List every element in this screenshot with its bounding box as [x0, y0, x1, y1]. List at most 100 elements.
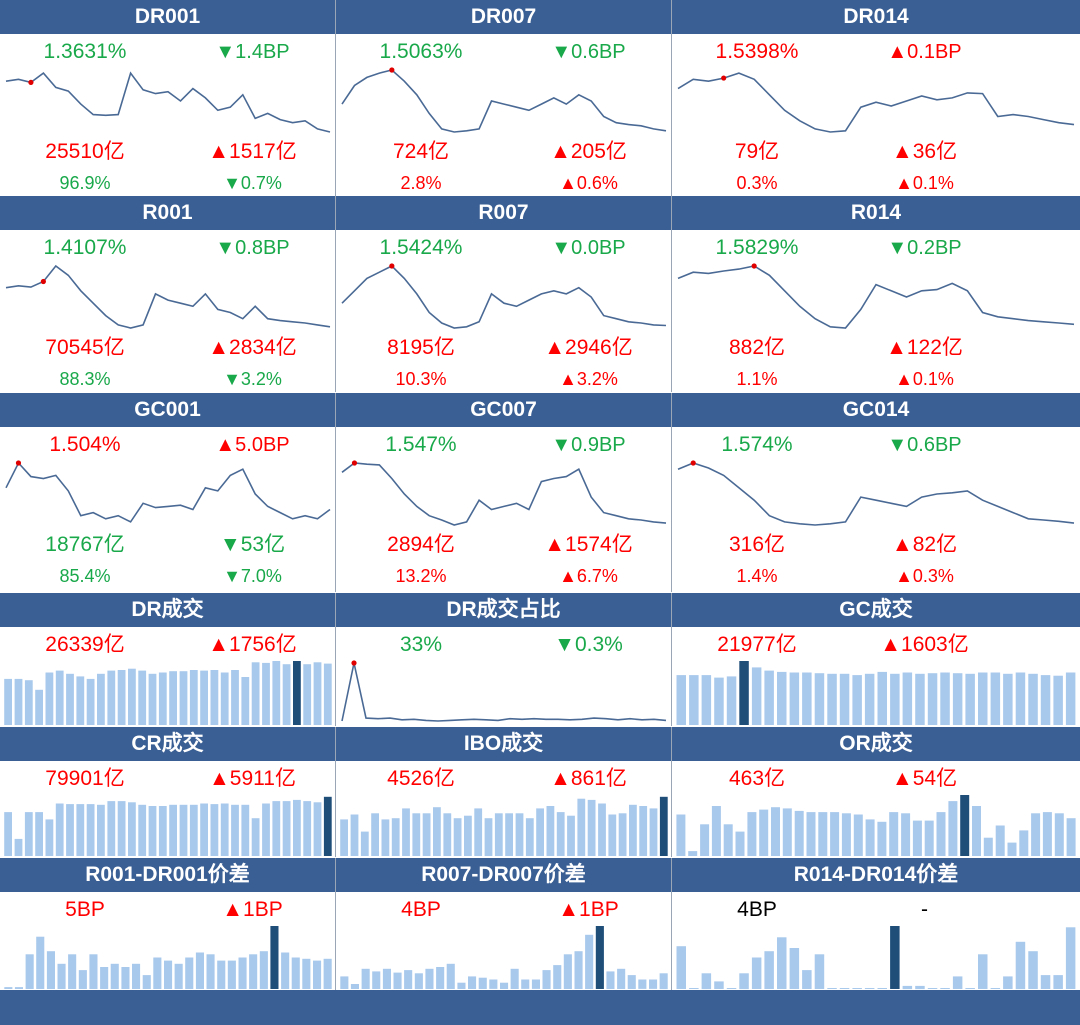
panel-16-bar [617, 968, 626, 989]
panel-9-bar [323, 663, 332, 725]
panel-16-bar [606, 971, 615, 989]
panel-2-line-chart [677, 72, 1075, 133]
panel-12-bar [86, 804, 95, 856]
change: ▲1BP [558, 898, 619, 921]
rate-value: 1.504% [49, 433, 121, 456]
panel-12: CR成交 79901亿 ▲5911亿 [0, 727, 336, 857]
panel-11-bar [952, 673, 963, 725]
panel-9-bar [86, 678, 95, 725]
panel-10-peak-marker [351, 660, 357, 666]
panel-14-bar [794, 810, 804, 856]
panel-16-bar [531, 979, 540, 989]
panel-13-bar [412, 813, 421, 856]
panel-title: R001-DR001价差 [0, 858, 335, 892]
panel-9-bar [169, 671, 177, 725]
panel-15-bar [291, 957, 300, 989]
panel-12-bar [251, 818, 260, 856]
panel-14-bar [1007, 842, 1017, 856]
panel-title: DR成交占比 [336, 593, 671, 627]
volume-value: 724亿 [392, 140, 450, 163]
panel-13-bar [598, 803, 606, 856]
panel-8: GC014 1.574% ▼0.6BP 316亿 ▲82亿 1.4% ▲0.3% [672, 393, 1080, 592]
panel-16-bar [627, 975, 636, 989]
panel-title: GC成交 [672, 593, 1080, 627]
panel-12-bar [282, 801, 291, 856]
panel-17-bar [1053, 975, 1063, 989]
panel-12-bar [313, 802, 322, 856]
panel-16-bar [468, 976, 477, 989]
panel-13-bar [484, 818, 493, 856]
panel-15-bar [217, 960, 226, 989]
panel-13-bar [556, 812, 565, 856]
panel-15-bar [323, 958, 332, 989]
panel-16: R007-DR007价差 4BP ▲1BP [336, 858, 672, 990]
panel-12-bar [241, 804, 250, 856]
share-value: 0.3% [736, 173, 778, 193]
panel-12-bar [66, 804, 74, 856]
panel-11-bar [726, 676, 737, 725]
panel-17-bar [827, 988, 837, 989]
panel-13-bar [515, 813, 524, 856]
panel-15-bar [89, 954, 98, 989]
panel-15-bar [313, 960, 322, 989]
rate-value: 1.547% [385, 433, 457, 456]
panel-15-bar [153, 957, 162, 989]
panel-15-bar [36, 936, 45, 989]
rate-value: 1.3631% [43, 40, 127, 63]
panel-14-bar [983, 837, 993, 856]
panel-13-bar [649, 808, 658, 856]
panel-14-bar [877, 821, 887, 856]
volume-value: 25510亿 [45, 140, 125, 163]
panel-14-bar [747, 812, 757, 856]
value: 79901亿 [45, 767, 125, 790]
panel-11-bar [814, 673, 825, 725]
panel-4: R007 1.5424% ▼0.0BP 8195亿 ▲2946亿 10.3% ▲3.2% [336, 196, 672, 392]
panel-16-bar [361, 968, 370, 989]
change: ▼0.3% [554, 633, 623, 656]
panel-14-bar [759, 809, 769, 856]
panel-11-bar [927, 673, 938, 725]
panel-16-bar [382, 968, 391, 989]
panel-0-series-line [5, 71, 331, 133]
panel-15-bar [4, 987, 13, 989]
rate-value: 1.5829% [715, 236, 799, 259]
panel-13-bar-chart [340, 796, 668, 856]
panel-4-line-chart [341, 263, 667, 329]
panel-11-bar [915, 673, 925, 725]
panel-13-bar [464, 815, 472, 856]
panel-4-series-line [341, 265, 667, 329]
panel-12-bar [158, 806, 167, 856]
panel-12-bar [45, 819, 54, 856]
panel-title: GC014 [672, 393, 1080, 427]
share-change: ▲0.1% [895, 369, 954, 389]
panel-9-bar [272, 661, 281, 725]
panel-13-bar [453, 818, 462, 856]
panel-13-bar [350, 814, 359, 856]
panel-12-bar [262, 803, 270, 856]
panel-14-bar-chart [676, 795, 1076, 856]
panel-13-bar [639, 806, 648, 856]
panel-15-bar [249, 954, 258, 989]
panel-16-bar [350, 984, 359, 989]
rate-value: 1.4107% [43, 236, 127, 259]
panel-3-peak-marker [40, 278, 46, 285]
panel-12-bar [200, 803, 208, 856]
rate-change: ▼0.9BP [551, 434, 626, 456]
panel-14-bar [841, 813, 851, 856]
panel-17-bar [990, 988, 1001, 989]
panel-17-bar [852, 988, 862, 989]
panel-title: R007 [336, 196, 671, 230]
panel-14-bar [924, 820, 934, 856]
panel-15-bar [25, 954, 34, 989]
panel-16-bar-latest [595, 926, 604, 989]
panel-15-bar [14, 987, 23, 989]
panel-6-series-line [5, 461, 331, 523]
rate-change: ▲5.0BP [215, 434, 290, 456]
panel-15-bar [185, 957, 194, 989]
panel-14-bar [688, 851, 698, 856]
change: ▲54亿 [891, 767, 958, 790]
share-change: ▼0.7% [223, 173, 282, 193]
panel-9-bar [4, 678, 12, 725]
panel-17-bar [701, 973, 712, 990]
panel-9-bar [66, 673, 74, 725]
